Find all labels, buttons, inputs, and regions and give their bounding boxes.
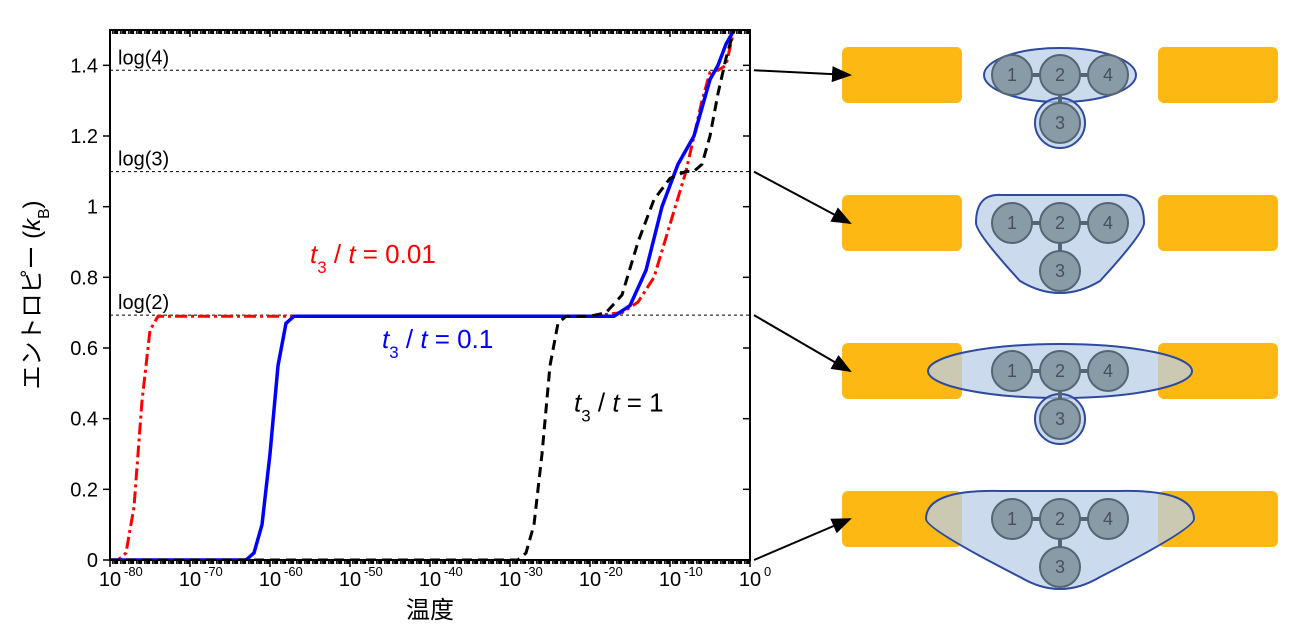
pointer-arrow [754,315,850,371]
series-label: t3 / t = 1 [574,388,664,426]
node-label: 4 [1103,213,1113,233]
xtick-label: 10-80 [99,564,143,591]
xtick-label: 10-30 [499,564,543,591]
series-line [110,30,734,560]
svg-text:10: 10 [339,569,361,591]
node-label: 4 [1103,509,1113,529]
reference-label: log(3) [118,149,169,171]
svg-text:10: 10 [499,569,521,591]
node-label: 1 [1007,65,1017,85]
svg-text:t3 / t = 1: t3 / t = 1 [574,388,664,426]
node-label: 1 [1007,361,1017,381]
y-axis-label: エントロピー (kB) [19,200,53,389]
node-label: 1 [1007,509,1017,529]
series-label: t3 / t = 0.1 [382,324,493,362]
x-axis-label: 温度 [406,597,454,624]
reservoir-right [1158,195,1278,251]
xtick-label: 10-20 [579,564,623,591]
svg-text:エントロピー (kB): エントロピー (kB) [19,200,53,389]
svg-text:10: 10 [99,569,121,591]
node-label: 3 [1055,409,1065,429]
node-label: 3 [1055,113,1065,133]
node-label: 2 [1055,213,1065,233]
xtick-label: 10-10 [659,564,703,591]
svg-text:0: 0 [764,564,771,579]
svg-text:10: 10 [579,569,601,591]
reservoir-right [1158,47,1278,103]
node-label: 4 [1103,361,1113,381]
svg-text:-20: -20 [604,564,623,579]
reservoir-left [842,47,962,103]
node-label: 3 [1055,261,1065,281]
node-label: 2 [1055,509,1065,529]
pointer-arrow [754,172,850,223]
svg-text:10: 10 [659,569,681,591]
series-line [110,30,734,560]
svg-text:-60: -60 [284,564,303,579]
svg-text:10: 10 [739,569,761,591]
pointer-arrow [754,70,850,75]
svg-text:0: 0 [87,550,98,572]
svg-text:1.4: 1.4 [70,55,98,77]
reservoir-left [842,195,962,251]
reference-label: log(4) [118,47,169,69]
node-label: 1 [1007,213,1017,233]
svg-text:-40: -40 [444,564,463,579]
svg-text:-70: -70 [204,564,223,579]
svg-text:-10: -10 [684,564,703,579]
svg-text:-50: -50 [364,564,383,579]
xtick-label: 10-50 [339,564,383,591]
state-diagram: 1 2 4 3 [842,491,1278,589]
svg-text:0.8: 0.8 [70,267,98,289]
series-line [110,30,734,560]
svg-text:0.6: 0.6 [70,338,98,360]
node-label: 3 [1055,557,1065,577]
svg-text:-80: -80 [124,564,143,579]
xtick-label: 10-40 [419,564,463,591]
state-diagram: 1 2 4 3 [842,195,1278,293]
node-label: 2 [1055,361,1065,381]
node-label: 2 [1055,65,1065,85]
node-label: 4 [1103,65,1113,85]
svg-text:t3 / t = 0.1: t3 / t = 0.1 [382,324,493,362]
svg-text:10: 10 [419,569,441,591]
state-diagram: 1 2 4 3 [842,47,1278,148]
series-label: t3 / t = 0.01 [310,239,436,277]
svg-text:t3 / t = 0.01: t3 / t = 0.01 [310,239,436,277]
svg-text:0.2: 0.2 [70,479,98,501]
series-group [110,30,734,560]
xtick-label: 100 [739,564,771,591]
reference-label: log(2) [118,292,169,314]
xtick-label: 10-70 [179,564,223,591]
svg-text:-30: -30 [524,564,543,579]
pointer-arrow [754,519,850,560]
svg-text:1: 1 [87,197,98,219]
svg-text:0.4: 0.4 [70,409,98,431]
xtick-label: 10-60 [259,564,303,591]
svg-text:10: 10 [259,569,281,591]
plot-frame [110,30,750,560]
svg-text:10: 10 [179,569,201,591]
state-diagram: 1 2 4 3 [842,343,1278,444]
svg-text:1.2: 1.2 [70,126,98,148]
figure-svg: 00.20.40.60.811.21.410-8010-7010-6010-50… [0,0,1300,628]
